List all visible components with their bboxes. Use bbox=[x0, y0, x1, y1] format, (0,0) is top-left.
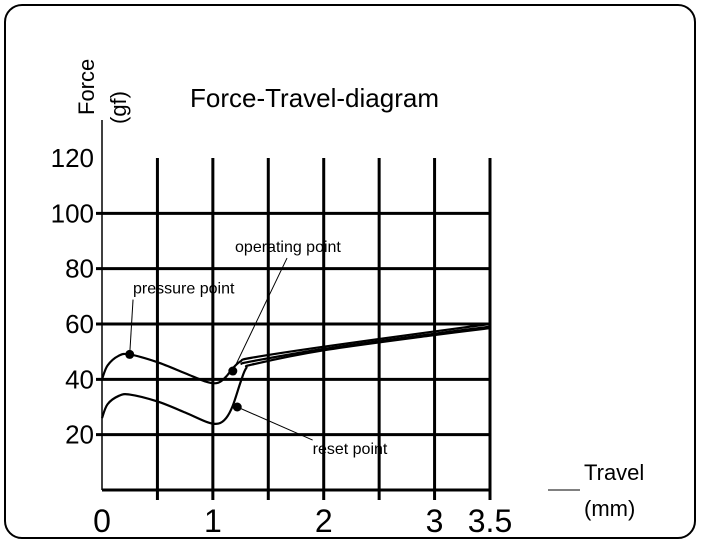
annotation-marker-1 bbox=[228, 366, 238, 376]
chart-title: Force-Travel-diagram bbox=[190, 83, 439, 113]
series-lines bbox=[100, 322, 491, 426]
annotation-label-1: operating point bbox=[235, 239, 341, 256]
annotation-label-0: pressure point bbox=[133, 281, 235, 298]
annotation-leader-2 bbox=[237, 406, 313, 441]
x-tick-label-4: 3.5 bbox=[468, 503, 512, 539]
annotations: pressure point operating point reset point bbox=[125, 239, 388, 458]
y-tick-label-0: 20 bbox=[65, 420, 94, 450]
annotation-marker-0 bbox=[125, 349, 135, 359]
annotation-leader-1 bbox=[232, 257, 288, 372]
annotation-label-2: reset point bbox=[313, 441, 388, 458]
y-tick-label-3: 80 bbox=[65, 254, 94, 284]
x-axis-unit: (mm) bbox=[584, 496, 635, 521]
x-tick-label-1: 1 bbox=[204, 503, 222, 539]
y-tick-label-4: 100 bbox=[51, 198, 94, 228]
x-tick-label-2: 2 bbox=[315, 503, 333, 539]
series-press bbox=[100, 322, 491, 385]
x-tick-label-0: 0 bbox=[93, 503, 111, 539]
y-tick-labels: 20 40 60 80 100 120 bbox=[51, 143, 94, 450]
grid-lines bbox=[96, 158, 492, 500]
y-tick-label-5: 120 bbox=[51, 143, 94, 173]
y-axis-unit: (gf) bbox=[106, 91, 131, 124]
annotation-marker-2 bbox=[232, 402, 242, 412]
axes bbox=[101, 120, 580, 492]
y-tick-label-2: 60 bbox=[65, 309, 94, 339]
x-tick-label-3: 3 bbox=[426, 503, 444, 539]
chart-frame bbox=[4, 4, 696, 539]
annotation-leader-0 bbox=[129, 299, 134, 355]
x-axis-label: Travel bbox=[584, 460, 644, 485]
y-tick-label-1: 40 bbox=[65, 364, 94, 394]
x-tick-labels: 0 1 2 3 3.5 bbox=[93, 503, 512, 539]
series-bottom-upper bbox=[240, 325, 491, 366]
series-release bbox=[100, 327, 491, 426]
y-axis-label: Force bbox=[74, 59, 99, 115]
